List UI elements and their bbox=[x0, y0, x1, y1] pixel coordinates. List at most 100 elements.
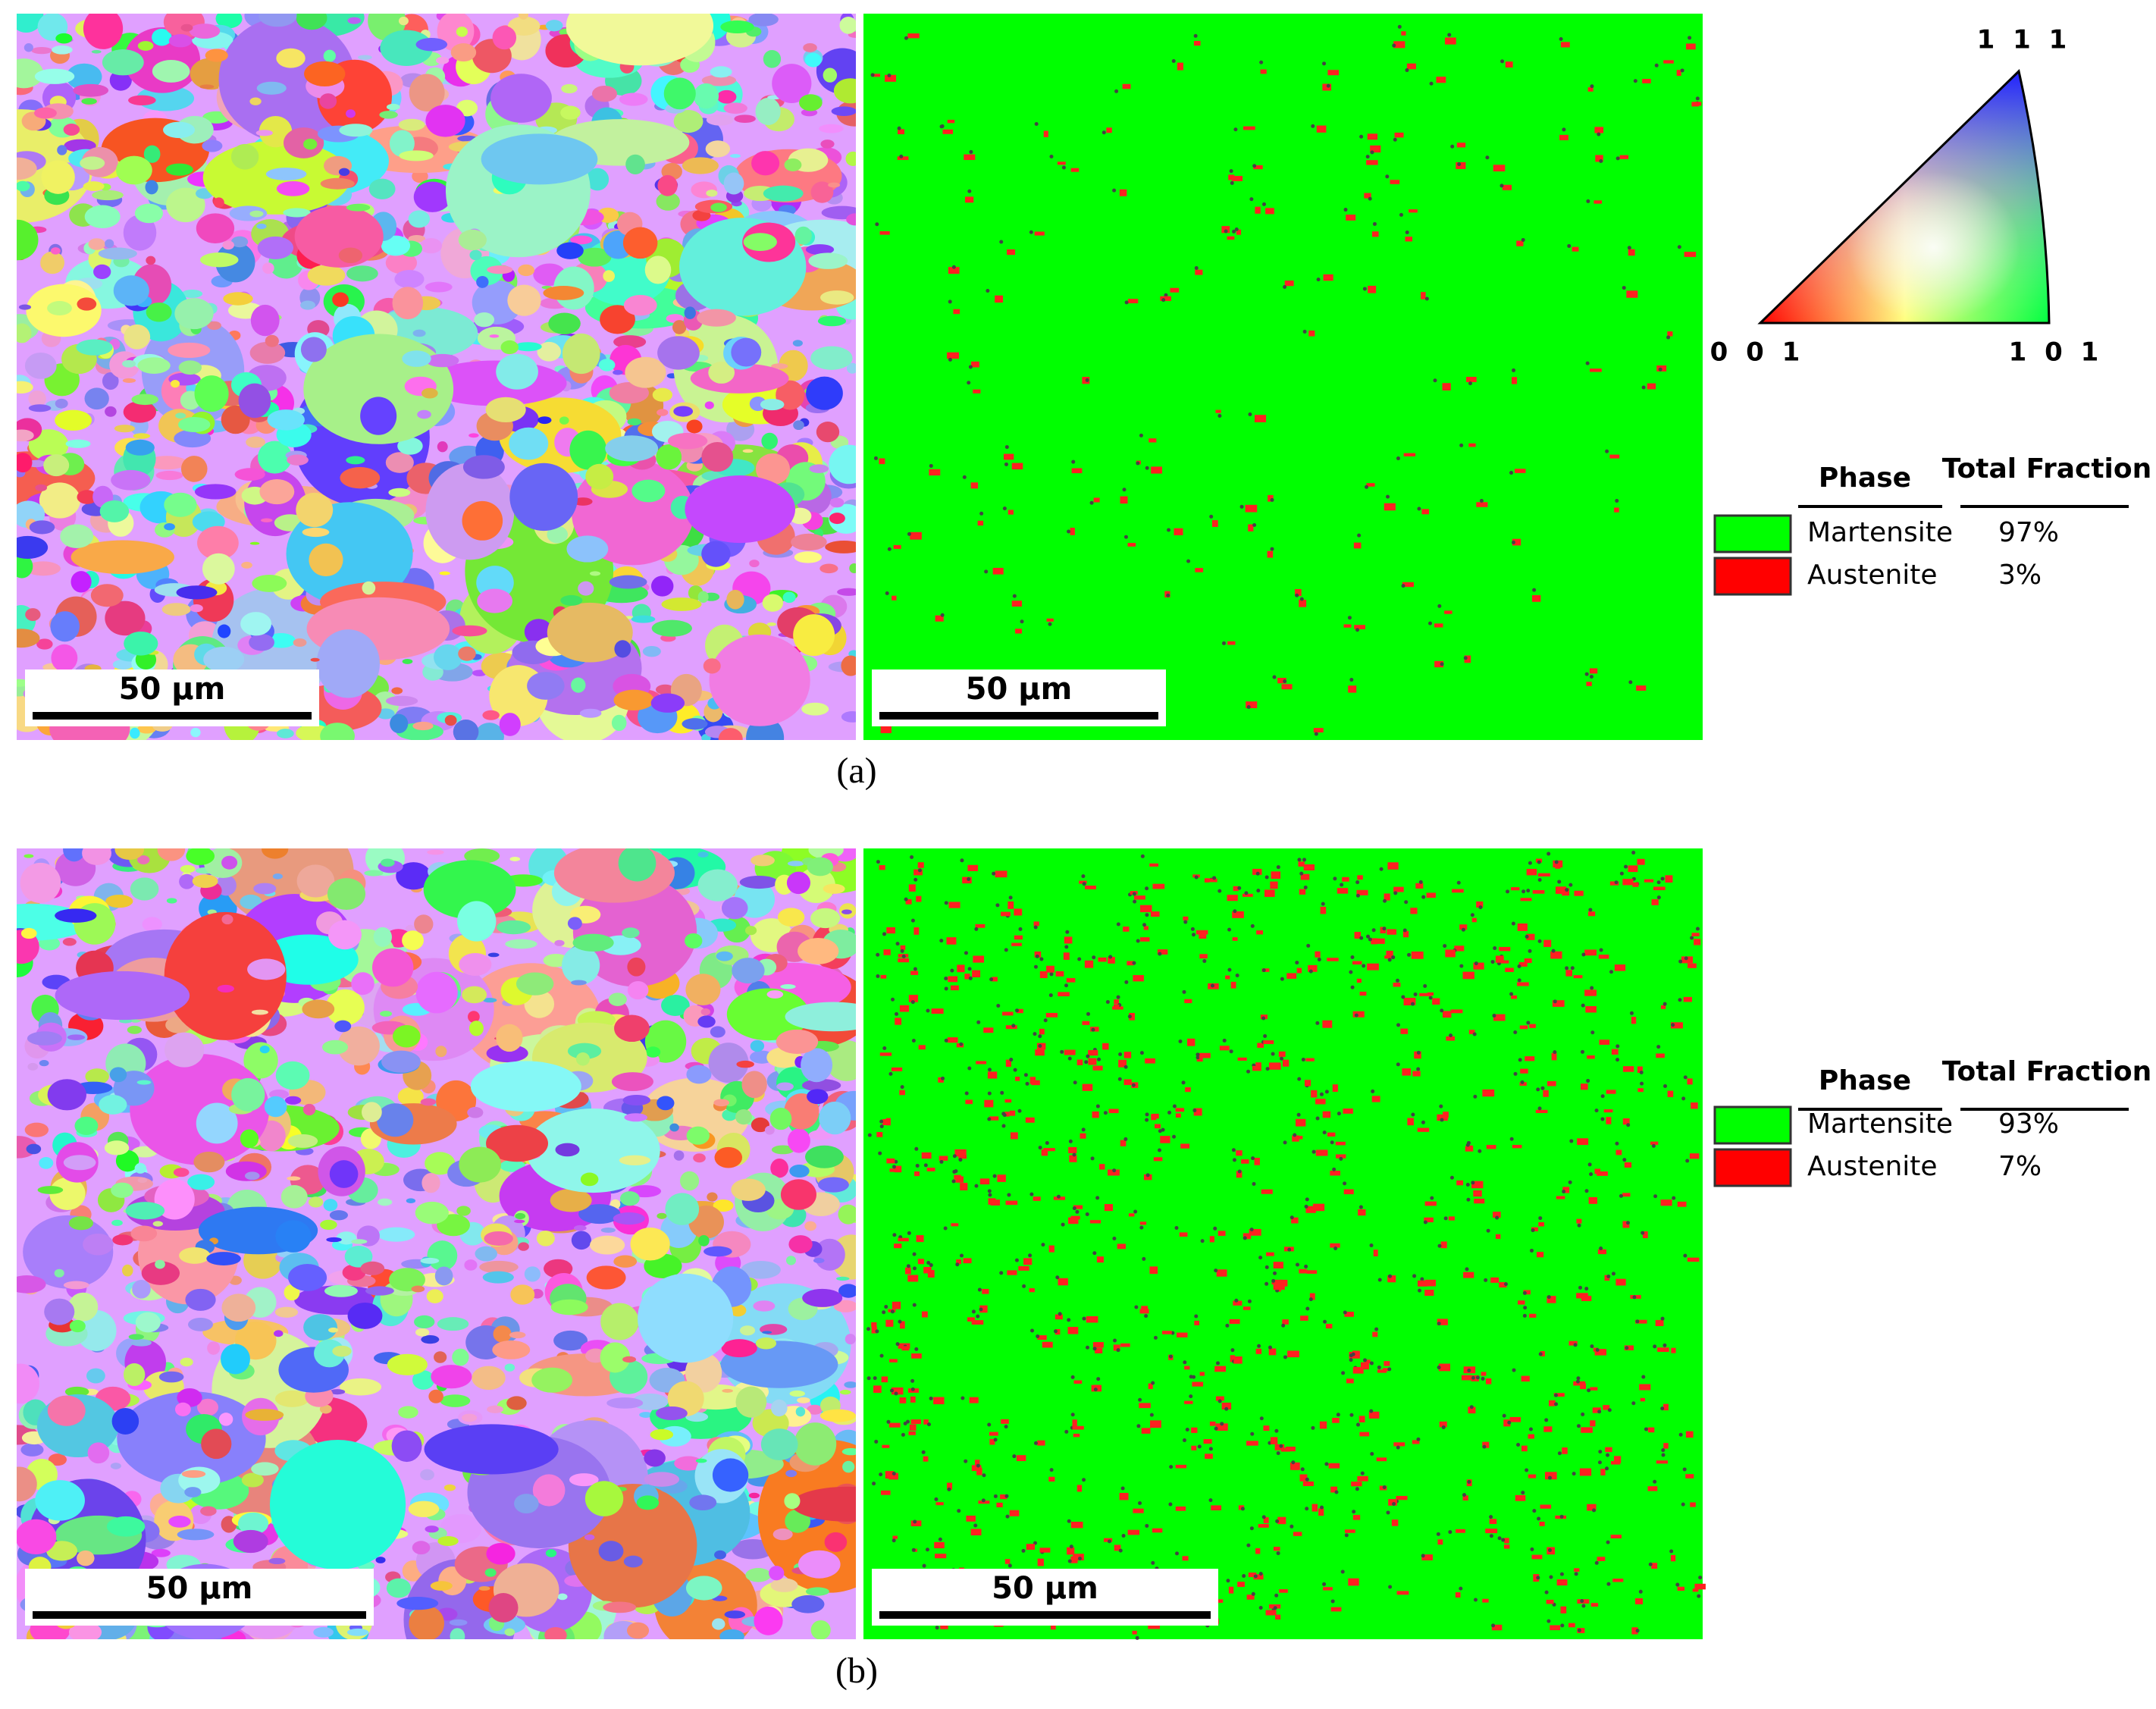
boundary-dot bbox=[1049, 972, 1054, 977]
austenite-spot bbox=[1354, 625, 1365, 629]
grain bbox=[421, 387, 438, 399]
austenite-spot bbox=[1219, 1046, 1230, 1051]
grain bbox=[185, 1288, 216, 1311]
austenite-spot bbox=[1026, 1544, 1036, 1550]
grain bbox=[316, 629, 380, 698]
grain bbox=[137, 357, 171, 374]
boundary-dot bbox=[1043, 1018, 1048, 1023]
grain bbox=[347, 1302, 383, 1329]
boundary-dot bbox=[897, 126, 901, 130]
boundary-dot bbox=[1466, 1197, 1471, 1202]
grain bbox=[63, 1155, 96, 1171]
austenite-spot bbox=[1284, 281, 1294, 287]
austenite-spot bbox=[1330, 1486, 1337, 1493]
austenite-spot bbox=[1327, 70, 1340, 76]
grain bbox=[506, 1396, 527, 1410]
austenite-spot bbox=[1400, 1028, 1409, 1034]
grain bbox=[434, 644, 462, 670]
grain bbox=[510, 1284, 535, 1305]
grain bbox=[222, 240, 234, 250]
austenite-spot bbox=[1543, 1090, 1549, 1097]
boundary-dot bbox=[1131, 1083, 1136, 1087]
grain bbox=[90, 584, 124, 607]
boundary-dot bbox=[1599, 948, 1603, 952]
grain bbox=[388, 488, 411, 497]
boundary-dot bbox=[1324, 1090, 1329, 1094]
austenite-spot bbox=[1327, 1132, 1336, 1137]
boundary-dot bbox=[1200, 1239, 1205, 1243]
austenite-spot bbox=[1525, 1056, 1535, 1061]
grain bbox=[39, 482, 80, 519]
austenite-spot bbox=[1384, 503, 1396, 511]
boundary-dot bbox=[964, 1091, 969, 1096]
austenite-spot bbox=[955, 1176, 964, 1183]
grain bbox=[116, 155, 152, 185]
grain bbox=[221, 914, 233, 925]
grain bbox=[274, 1390, 309, 1407]
boundary-dot bbox=[1249, 197, 1254, 202]
grain bbox=[755, 1337, 777, 1350]
boundary-dot bbox=[1588, 908, 1593, 912]
austenite-spot bbox=[1456, 1529, 1465, 1533]
austenite-spot bbox=[940, 1623, 948, 1629]
boundary-dot bbox=[1183, 1360, 1187, 1365]
grain bbox=[111, 1182, 133, 1198]
austenite-spot bbox=[1597, 1557, 1606, 1561]
austenite-spot bbox=[1092, 1065, 1103, 1071]
boundary-dot bbox=[1662, 1343, 1667, 1347]
austenite-spot bbox=[910, 971, 919, 975]
grain bbox=[657, 336, 700, 370]
grain bbox=[408, 1500, 440, 1518]
austenite-spot bbox=[1255, 1062, 1261, 1068]
grain bbox=[378, 1227, 415, 1242]
grain bbox=[37, 1186, 64, 1194]
grain bbox=[322, 1040, 349, 1055]
boundary-dot bbox=[1217, 414, 1222, 419]
boundary-dot bbox=[1521, 237, 1525, 242]
boundary-dot bbox=[1628, 680, 1633, 685]
austenite-spot bbox=[1665, 875, 1673, 883]
boundary-dot bbox=[1393, 891, 1398, 895]
grain bbox=[829, 513, 845, 525]
austenite-spot bbox=[1626, 290, 1638, 298]
grain bbox=[499, 713, 521, 736]
grain bbox=[732, 958, 765, 984]
grain bbox=[338, 247, 363, 264]
grain bbox=[482, 1271, 514, 1284]
boundary-dot bbox=[1449, 1175, 1454, 1180]
austenite-spot bbox=[1553, 1393, 1565, 1397]
boundary-dot bbox=[939, 1159, 944, 1164]
austenite-spot bbox=[1580, 1383, 1587, 1390]
boundary-dot bbox=[1116, 922, 1120, 927]
grain bbox=[26, 1143, 42, 1155]
grain bbox=[559, 416, 569, 425]
boundary-dot bbox=[1136, 939, 1140, 943]
austenite-spot bbox=[1482, 1089, 1495, 1097]
boundary-dot bbox=[894, 1391, 898, 1396]
grain bbox=[197, 1398, 219, 1416]
grain bbox=[527, 672, 565, 700]
grain bbox=[155, 470, 183, 481]
austenite-spot bbox=[1346, 1378, 1354, 1384]
boundary-dot bbox=[1467, 1368, 1471, 1372]
grain bbox=[722, 1388, 733, 1393]
austenite-spot bbox=[1132, 1630, 1137, 1635]
austenite-spot bbox=[1371, 938, 1377, 945]
austenite-spot bbox=[1106, 127, 1112, 133]
boundary-dot bbox=[1229, 1049, 1233, 1054]
grain bbox=[392, 287, 424, 320]
boundary-dot bbox=[1343, 1310, 1347, 1315]
boundary-dot bbox=[1537, 939, 1542, 943]
boundary-dot bbox=[995, 903, 1000, 908]
grain bbox=[723, 102, 747, 114]
boundary-dot bbox=[1070, 1413, 1075, 1417]
boundary-dot bbox=[1056, 1194, 1061, 1199]
boundary-dot bbox=[1471, 1375, 1475, 1380]
austenite-spot bbox=[900, 945, 906, 950]
grain bbox=[743, 233, 777, 252]
boundary-dot bbox=[1305, 1477, 1309, 1482]
grain bbox=[685, 974, 721, 1006]
austenite-spot bbox=[1693, 102, 1702, 106]
austenite-spot bbox=[1343, 624, 1352, 628]
boundary-dot bbox=[898, 1319, 902, 1324]
